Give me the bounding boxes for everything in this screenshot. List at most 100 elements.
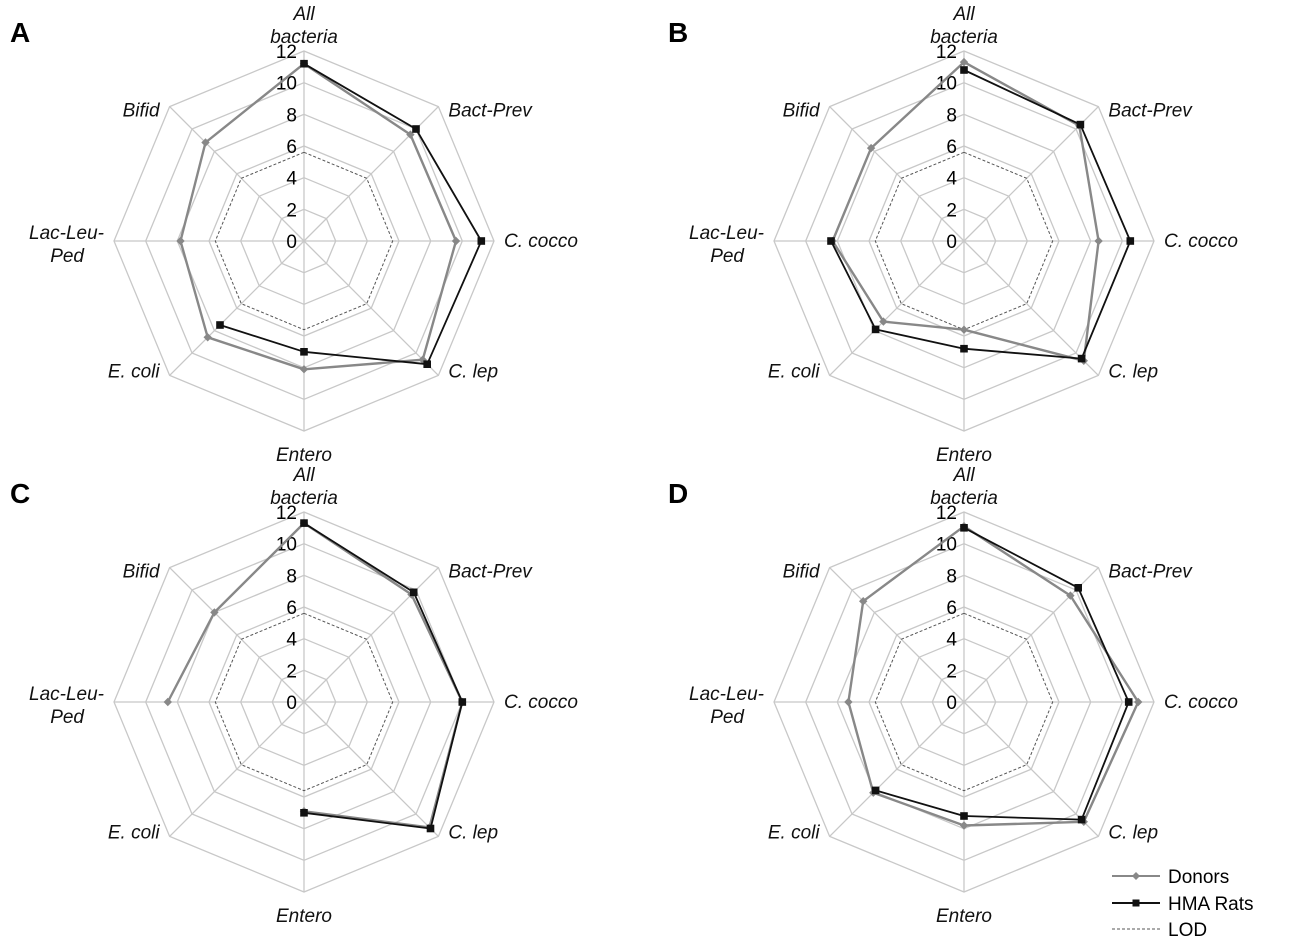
lod-ring [214,612,394,792]
series-segment [1082,700,1140,823]
spoke-c-lep [303,240,439,376]
tick-label-4: 4 [946,630,957,651]
tick-label-4: 4 [286,169,297,190]
series-segment [415,128,483,242]
series-segment [962,328,1086,362]
series-segment [213,521,306,614]
tick-label-4: 4 [286,630,297,651]
tick-label-6: 6 [286,598,297,619]
data-point-hma-rats-c-lep [1077,815,1086,824]
data-point-donors-bifid [866,143,876,153]
axis-label-e-coli: E. coli [108,361,161,382]
axis-label-ped: Ped [50,707,85,728]
series-segment [831,239,885,323]
data-point-hma-rats-e-coli [871,325,880,334]
data-point-hma-rats-all-bacteria [960,66,968,74]
series-segment [179,239,209,339]
data-point-hma-rats-entero [300,348,308,356]
axis-label-bacteria: bacteria [930,27,998,48]
spoke-bifid [829,106,965,242]
axis-label-e-coli: E. coli [768,361,821,382]
series-segment [872,791,966,827]
data-point-hma-rats-c-lep [426,824,435,833]
axis-label-ped: Ped [710,246,745,267]
series-segment [1077,586,1130,703]
legend-label: HMA Rats [1168,894,1254,915]
tick-label-12: 12 [276,42,297,63]
data-point-hma-rats-c-cocco [1126,237,1135,245]
data-point-donors-lac-leu-ped [163,697,172,707]
legend-label: LOD [1168,920,1207,940]
series-segment [1082,239,1100,362]
data-point-hma-rats-bact-prev [412,125,420,133]
series-segment [179,141,207,243]
series-hma-rats [871,524,1133,824]
spoke-e-coli [829,240,965,376]
tick-label-8: 8 [946,105,957,126]
data-point-hma-rats-c-cocco [1124,698,1133,706]
data-point-donors-c-cocco [1094,236,1103,246]
axis-label-ped: Ped [50,246,85,267]
tick-label-4: 4 [946,169,957,190]
tick-label-10: 10 [936,535,957,556]
series-segment [830,240,877,331]
series-segment [1078,124,1100,243]
data-point-hma-rats-c-cocco [458,698,467,706]
axis-label-lac-leu: Lac-Leu- [689,684,764,705]
series-segment [302,810,431,829]
data-point-hma-rats-entero [960,812,968,820]
axis-label-c-cocco: C. cocco [1164,692,1238,713]
series-hma-rats [827,66,1135,363]
data-point-donors-e-coli [203,333,212,342]
tick-label-10: 10 [276,74,297,95]
series-segment [303,522,415,594]
series-segment [862,525,966,603]
tick-label-12: 12 [936,42,957,63]
series-segment [963,69,1082,126]
axis-label-all: All [292,465,315,486]
series-segment [847,700,875,794]
tick-label-8: 8 [286,566,297,587]
axis-label-lac-leu: Lac-Leu- [689,223,764,244]
axis-label-c-cocco: C. cocco [504,231,578,252]
series-hma-rats [216,59,486,368]
series-segment [831,146,873,243]
legend-item-donors: Donors [1112,867,1229,888]
axis-label-bifid: Bifid [783,562,821,583]
series-segment [412,591,464,703]
axis-label-ped: Ped [710,707,745,728]
data-point-hma-rats-bact-prev [409,588,418,597]
tick-label-6: 6 [946,598,957,619]
series-segment [963,347,1083,360]
series-segment [962,820,1086,827]
axis-label-c-cocco: C. cocco [1164,231,1238,252]
axis-label-all: All [292,4,315,25]
series-segment [874,789,965,817]
legend-marker-diamond [1132,872,1140,880]
axis-label-all: All [952,4,975,25]
axis-label-bifid: Bifid [783,101,821,122]
tick-label-12: 12 [276,503,297,524]
legend: Donors HMA Rats LOD [1112,867,1254,940]
axis-label-bacteria: bacteria [270,488,338,509]
axis-label-c-lep: C. lep [1108,361,1158,382]
legend-marker-square [1132,899,1140,907]
series-segment [409,133,458,243]
data-point-donors-lac-leu-ped [844,697,853,707]
data-point-hma-rats-bact-prev [1076,120,1085,129]
tick-label-8: 8 [286,105,297,126]
axis-label-lac-leu: Lac-Leu- [29,223,104,244]
panel-letter-a: A [10,17,30,48]
spoke-c-lep [303,701,439,837]
data-point-donors-c-cocco [1134,697,1143,707]
data-point-donors-bact-prev [1066,591,1075,600]
tick-label-12: 12 [936,503,957,524]
series-segment [1080,240,1132,360]
data-point-donors-entero [959,325,969,334]
series-hma-rats [300,519,467,833]
